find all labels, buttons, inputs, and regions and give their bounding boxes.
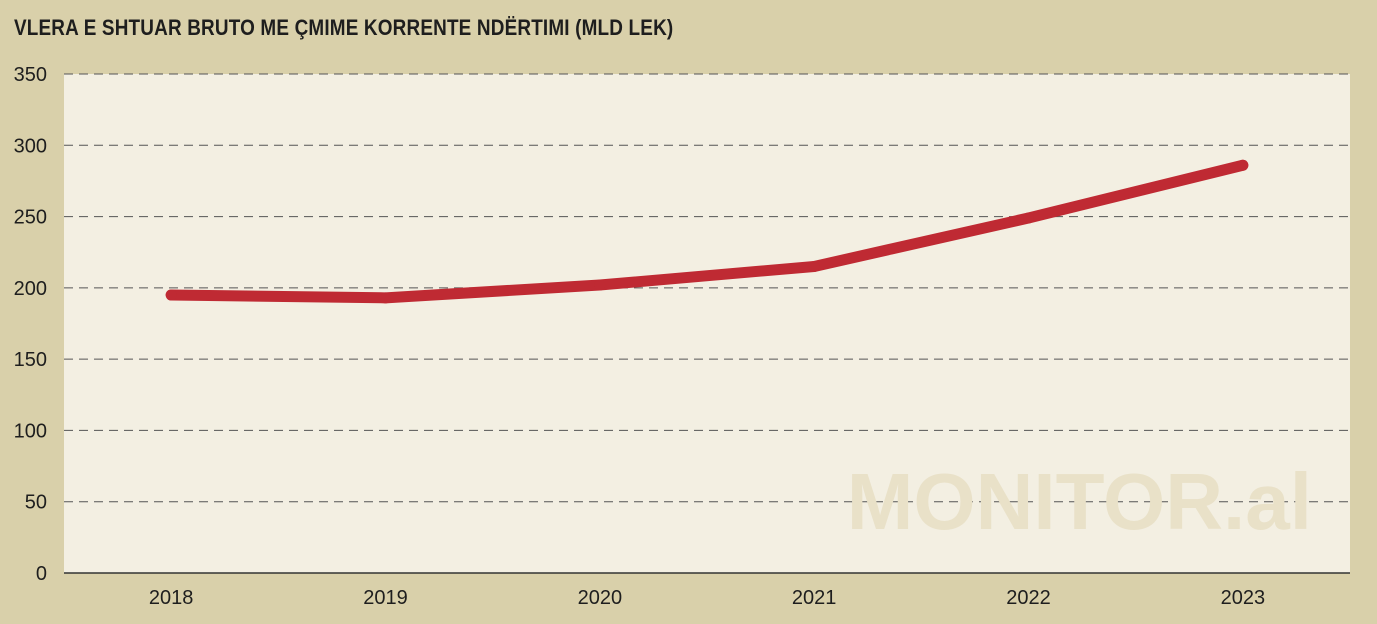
data-point (1023, 212, 1034, 224)
x-tick-label: 2022 (1006, 587, 1051, 609)
x-tick-label: 2019 (363, 587, 408, 609)
gridlines (64, 73, 1350, 503)
series-line (165, 159, 1249, 304)
chart-title: VLERA E SHTUAR BRUTO ME ÇMIME KORRENTE N… (14, 15, 674, 40)
y-tick-label: 300 (14, 135, 47, 157)
x-tick-label: 2018 (149, 587, 194, 609)
x-axis-ticks: 2018 2019 2020 2021 2022 2023 (149, 587, 1265, 609)
data-point (808, 260, 820, 272)
y-tick-label: 150 (14, 349, 47, 371)
series-group (165, 159, 1249, 304)
data-point (380, 292, 391, 304)
data-point (1237, 159, 1249, 171)
y-tick-label: 250 (14, 207, 47, 229)
y-tick-label: 200 (14, 278, 47, 300)
plot-area (64, 74, 1350, 573)
data-point (165, 289, 177, 301)
y-tick-label: 0 (36, 563, 47, 585)
y-tick-label: 50 (25, 492, 47, 514)
y-tick-label: 350 (14, 64, 47, 86)
y-axis-ticks: 0 50 100 150 200 250 300 350 (14, 64, 47, 585)
watermark-text: MONITOR.al (847, 457, 1312, 546)
x-tick-label: 2021 (792, 587, 837, 609)
y-tick-label: 100 (14, 420, 47, 442)
data-point (594, 279, 606, 291)
x-tick-label: 2023 (1221, 587, 1266, 609)
x-tick-label: 2020 (578, 587, 623, 609)
